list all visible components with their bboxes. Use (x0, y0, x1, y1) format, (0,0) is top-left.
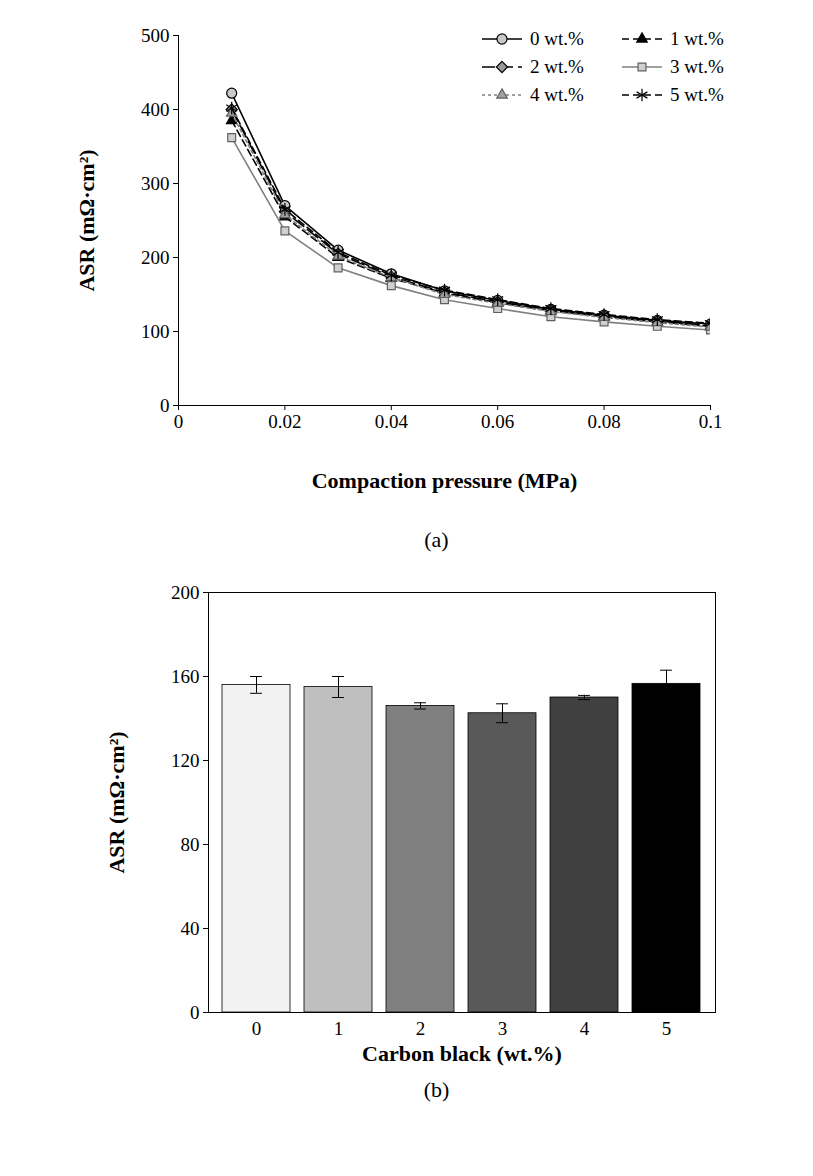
html-text:(b): (b) (423, 1077, 450, 1102)
svg-text:80: 80 (181, 834, 200, 855)
html-text:2 wt.%: 2 wt.% (530, 56, 584, 77)
html-text:(a): (a) (424, 527, 449, 552)
html-text:4 wt.%: 4 wt.% (530, 84, 584, 105)
svg-text:500: 500 (141, 25, 170, 46)
svg-text:4: 4 (580, 1018, 590, 1039)
svg-text:160: 160 (171, 666, 200, 687)
svg-text:0: 0 (190, 1002, 200, 1023)
svg-text:0.02: 0.02 (268, 411, 301, 432)
svg-text:0.08: 0.08 (587, 411, 620, 432)
svg-text:0.06: 0.06 (481, 411, 514, 432)
svg-text:1: 1 (334, 1018, 344, 1039)
svg-text:400: 400 (141, 99, 170, 120)
svg-text:0: 0 (174, 411, 184, 432)
svg-text:5: 5 (662, 1018, 672, 1039)
html-text:5 wt.%: 5 wt.% (670, 84, 724, 105)
svg-text:100: 100 (141, 321, 170, 342)
svg-text:3: 3 (498, 1018, 508, 1039)
svg-text:ASR (mΩ·cm²): ASR (mΩ·cm²) (74, 149, 99, 291)
svg-text:2: 2 (416, 1018, 426, 1039)
svg-text:300: 300 (141, 173, 170, 194)
svg-text:Compaction pressure (MPa): Compaction pressure (MPa) (312, 468, 578, 493)
svg-text:200: 200 (141, 247, 170, 268)
svg-text:0.04: 0.04 (375, 411, 409, 432)
svg-text:ASR (mΩ·cm²): ASR (mΩ·cm²) (104, 731, 129, 873)
svg-text:200: 200 (171, 582, 200, 603)
html-text:3 wt.%: 3 wt.% (670, 56, 724, 77)
svg-text:0: 0 (252, 1018, 262, 1039)
svg-text:Carbon black (wt.%): Carbon black (wt.%) (362, 1041, 562, 1066)
svg-text:0: 0 (160, 395, 170, 416)
svg-text:120: 120 (171, 750, 200, 771)
svg-text:0.1: 0.1 (699, 411, 723, 432)
html-text:0 wt.%: 0 wt.% (530, 28, 584, 49)
html-text:1 wt.%: 1 wt.% (670, 28, 724, 49)
svg-text:40: 40 (181, 918, 200, 939)
